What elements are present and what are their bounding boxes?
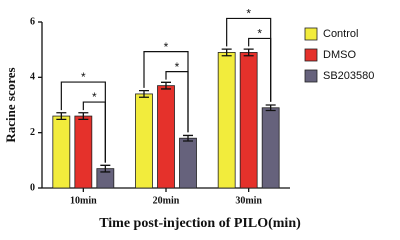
error-bar: [243, 48, 254, 57]
significance-label: *: [92, 90, 97, 104]
x-axis-label: Time post-injection of PILO(min): [99, 216, 301, 231]
significance-label: *: [246, 7, 251, 21]
error-bar: [161, 81, 171, 90]
bar: [157, 85, 175, 189]
error-bar: [56, 112, 67, 121]
y-tick-label: 6: [30, 16, 35, 27]
x-tick-label: 20min: [153, 195, 180, 206]
y-axis-label: Racine scores: [3, 67, 18, 142]
legend-label: SB203580: [323, 70, 374, 82]
bar: [239, 52, 258, 189]
legend-label: Control: [323, 28, 358, 40]
error-bar: [265, 104, 276, 112]
y-tick-label: 2: [30, 127, 35, 138]
x-tick-label: 30min: [235, 195, 262, 206]
x-tick-label: 10min: [70, 195, 97, 206]
error-bar: [183, 134, 193, 142]
legend-swatch: [304, 48, 318, 62]
error-bar: [221, 48, 232, 57]
significance-bracket: [248, 37, 272, 102]
bar: [179, 137, 197, 189]
significance-bracket: [82, 101, 106, 163]
legend-label: DMSO: [323, 49, 356, 61]
bar: [261, 107, 280, 189]
legend-swatch: [304, 69, 318, 83]
legend-swatch: [304, 27, 318, 41]
bar: [52, 115, 71, 189]
y-tick-label: 0: [30, 182, 35, 193]
significance-label: *: [164, 40, 169, 54]
y-tick-label: 4: [30, 72, 35, 83]
error-bar: [78, 112, 89, 121]
bar: [135, 93, 153, 189]
bar: [74, 115, 93, 189]
significance-label: *: [81, 70, 86, 84]
significance-label: *: [175, 60, 180, 74]
significance-bracket: [165, 71, 189, 133]
significance-label: *: [257, 27, 262, 41]
error-bar: [100, 164, 111, 173]
error-bar: [139, 89, 149, 98]
bar: [217, 52, 236, 189]
